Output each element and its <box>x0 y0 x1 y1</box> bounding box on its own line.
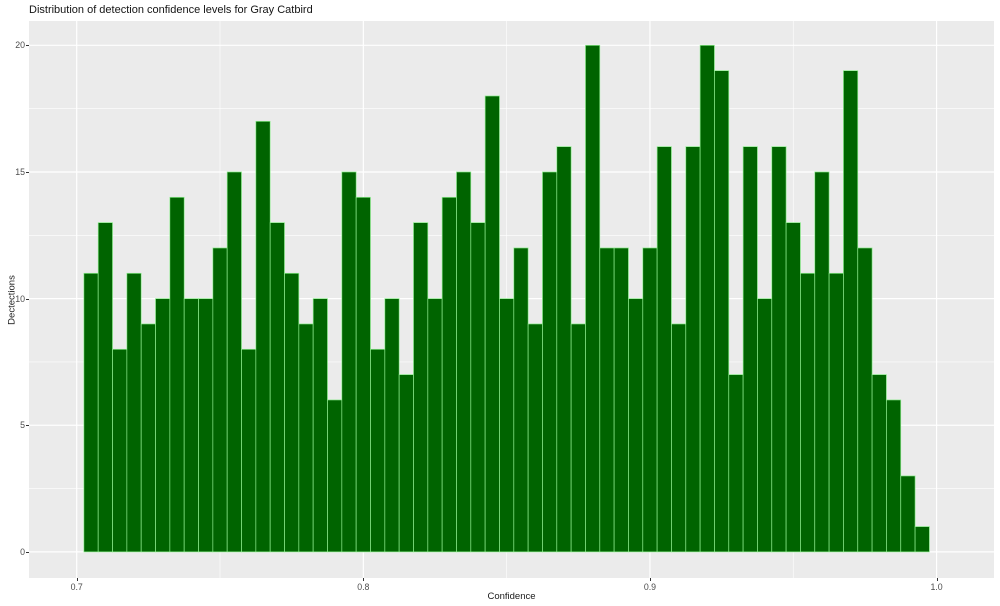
histogram-bar <box>828 272 844 553</box>
y-tick-mark <box>26 425 29 427</box>
histogram-bar <box>628 298 644 553</box>
histogram-bar <box>97 222 113 553</box>
y-tick-label: 15 <box>15 166 25 177</box>
x-axis-title: Confidence <box>487 591 536 602</box>
histogram-bar <box>742 146 758 553</box>
histogram-bar <box>613 247 629 553</box>
histogram-bar <box>499 298 515 553</box>
histogram-bar <box>269 222 285 553</box>
histogram-bar <box>542 171 558 553</box>
histogram-bar <box>183 298 199 553</box>
histogram-bar <box>484 95 500 553</box>
y-axis-title: Dectections <box>6 275 18 325</box>
chart-title: Distribution of detection confidence lev… <box>29 4 313 16</box>
histogram-bar <box>699 44 715 553</box>
histogram-bar <box>241 348 257 553</box>
histogram-bar <box>814 171 830 553</box>
histogram-bar <box>398 374 414 553</box>
histogram-bar <box>599 247 615 553</box>
histogram-bar <box>198 298 214 553</box>
y-tick-label: 5 <box>20 420 25 431</box>
histogram-bar <box>513 247 529 553</box>
y-tick-mark <box>26 298 29 300</box>
histogram-bar <box>169 196 185 553</box>
histogram-bar <box>857 247 873 553</box>
x-tick-mark <box>936 578 938 581</box>
x-tick-mark <box>363 578 365 581</box>
y-tick-mark <box>26 45 29 47</box>
histogram-bar <box>112 348 128 553</box>
histogram-bar <box>900 475 916 553</box>
histogram-bar <box>642 247 658 553</box>
y-tick-label: 20 <box>15 40 25 51</box>
plot-area-svg <box>29 21 994 578</box>
histogram-bar <box>255 120 271 553</box>
histogram-bar <box>155 298 171 553</box>
histogram-bar <box>656 146 672 553</box>
histogram-bar <box>785 222 801 553</box>
histogram-bar <box>427 298 443 553</box>
histogram-bar <box>685 146 701 553</box>
y-tick-mark <box>26 171 29 173</box>
y-tick-label: 10 <box>15 293 25 304</box>
histogram-bar <box>312 298 328 553</box>
histogram-bar <box>800 272 816 553</box>
histogram-bar <box>771 146 787 553</box>
histogram-bar <box>585 44 601 553</box>
histogram-bar <box>212 247 228 553</box>
histogram-bar <box>384 298 400 553</box>
histogram-bar <box>441 196 457 553</box>
histogram-bar <box>527 323 543 553</box>
histogram-bar <box>456 171 472 553</box>
histogram-bar <box>126 272 142 553</box>
histogram-bar <box>556 146 572 553</box>
x-tick-mark <box>649 578 651 581</box>
x-tick-mark <box>76 578 78 581</box>
histogram-bar <box>298 323 314 553</box>
histogram-bar <box>886 399 902 553</box>
histogram-bar <box>370 348 386 553</box>
histogram-bar <box>140 323 156 553</box>
histogram-bar <box>413 222 429 553</box>
histogram-bar <box>470 222 486 553</box>
y-tick-label: 0 <box>20 546 25 557</box>
histogram-bar <box>327 399 343 553</box>
histogram-bar <box>570 323 586 553</box>
histogram-bar <box>341 171 357 553</box>
x-tick-label: 1.0 <box>930 582 943 592</box>
histogram-bar <box>284 272 300 553</box>
histogram-bar <box>714 70 730 553</box>
plot-panel <box>29 21 994 578</box>
x-tick-label: 0.9 <box>643 582 657 592</box>
histogram-bar <box>671 323 687 553</box>
histogram-bar <box>914 526 930 553</box>
histogram-bar <box>757 298 773 553</box>
x-tick-label: 0.7 <box>70 582 83 592</box>
histogram-bar <box>871 374 887 553</box>
histogram-bar <box>728 374 744 553</box>
histogram-bar <box>843 70 859 553</box>
histogram-bar <box>226 171 242 553</box>
x-tick-label: 0.8 <box>357 582 370 592</box>
histogram-bar <box>355 196 371 553</box>
y-tick-mark <box>26 551 29 553</box>
histogram-bar <box>83 272 99 553</box>
